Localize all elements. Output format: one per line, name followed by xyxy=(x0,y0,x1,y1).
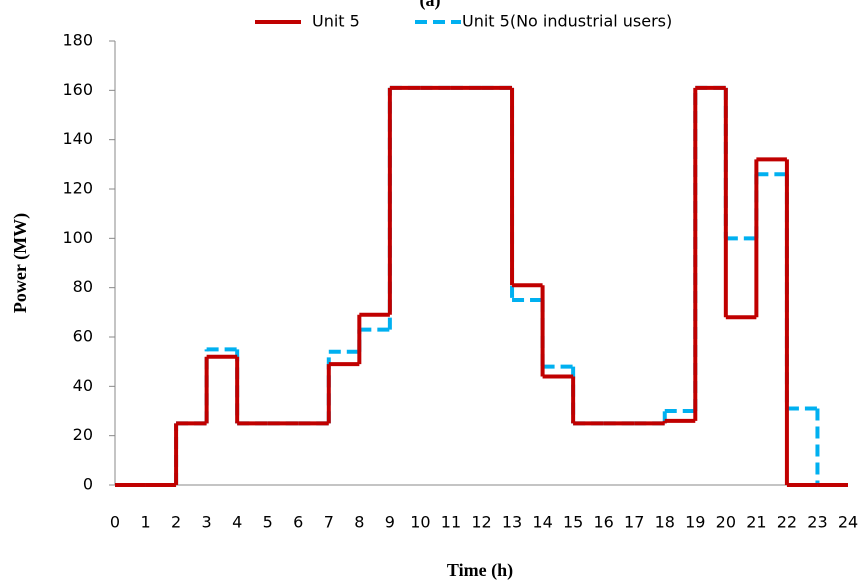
y-tick-label: 80 xyxy=(73,277,93,296)
legend-label: Unit 5(No industrial users) xyxy=(462,12,672,31)
y-tick-label: 160 xyxy=(62,80,93,99)
y-tick-label: 0 xyxy=(83,475,93,494)
x-tick-label: 14 xyxy=(532,513,552,532)
x-tick-label: 6 xyxy=(293,513,303,532)
x-tick-label: 7 xyxy=(324,513,334,532)
x-tick-label: 17 xyxy=(624,513,644,532)
x-tick-label: 13 xyxy=(502,513,522,532)
x-tick-label: 4 xyxy=(232,513,242,532)
y-tick-label: 20 xyxy=(73,425,93,444)
y-tick-label: 180 xyxy=(62,31,93,50)
chart-title: (a) xyxy=(420,0,441,11)
y-tick-label: 140 xyxy=(62,129,93,148)
x-tick-label: 12 xyxy=(471,513,491,532)
x-tick-label: 22 xyxy=(777,513,797,532)
y-tick-label: 60 xyxy=(73,327,93,346)
y-axis-label: Power (MW) xyxy=(10,213,31,313)
x-tick-label: 11 xyxy=(441,513,461,532)
x-tick-label: 1 xyxy=(140,513,150,532)
y-tick-label: 40 xyxy=(73,376,93,395)
y-tick-label: 100 xyxy=(62,228,93,247)
x-tick-label: 16 xyxy=(593,513,613,532)
x-tick-label: 18 xyxy=(655,513,675,532)
x-tick-label: 3 xyxy=(202,513,212,532)
x-tick-label: 24 xyxy=(838,513,858,532)
x-tick-label: 9 xyxy=(385,513,395,532)
x-tick-label: 5 xyxy=(263,513,273,532)
x-tick-label: 19 xyxy=(685,513,705,532)
x-tick-label: 15 xyxy=(563,513,583,532)
x-tick-label: 8 xyxy=(354,513,364,532)
x-axis-label: Time (h) xyxy=(447,560,513,581)
y-tick-label: 120 xyxy=(62,179,93,198)
legend-label: Unit 5 xyxy=(312,12,360,31)
x-tick-label: 0 xyxy=(110,513,120,532)
x-tick-label: 21 xyxy=(746,513,766,532)
x-tick-label: 2 xyxy=(171,513,181,532)
x-tick-label: 10 xyxy=(410,513,430,532)
x-tick-label: 20 xyxy=(716,513,736,532)
x-tick-label: 23 xyxy=(807,513,827,532)
